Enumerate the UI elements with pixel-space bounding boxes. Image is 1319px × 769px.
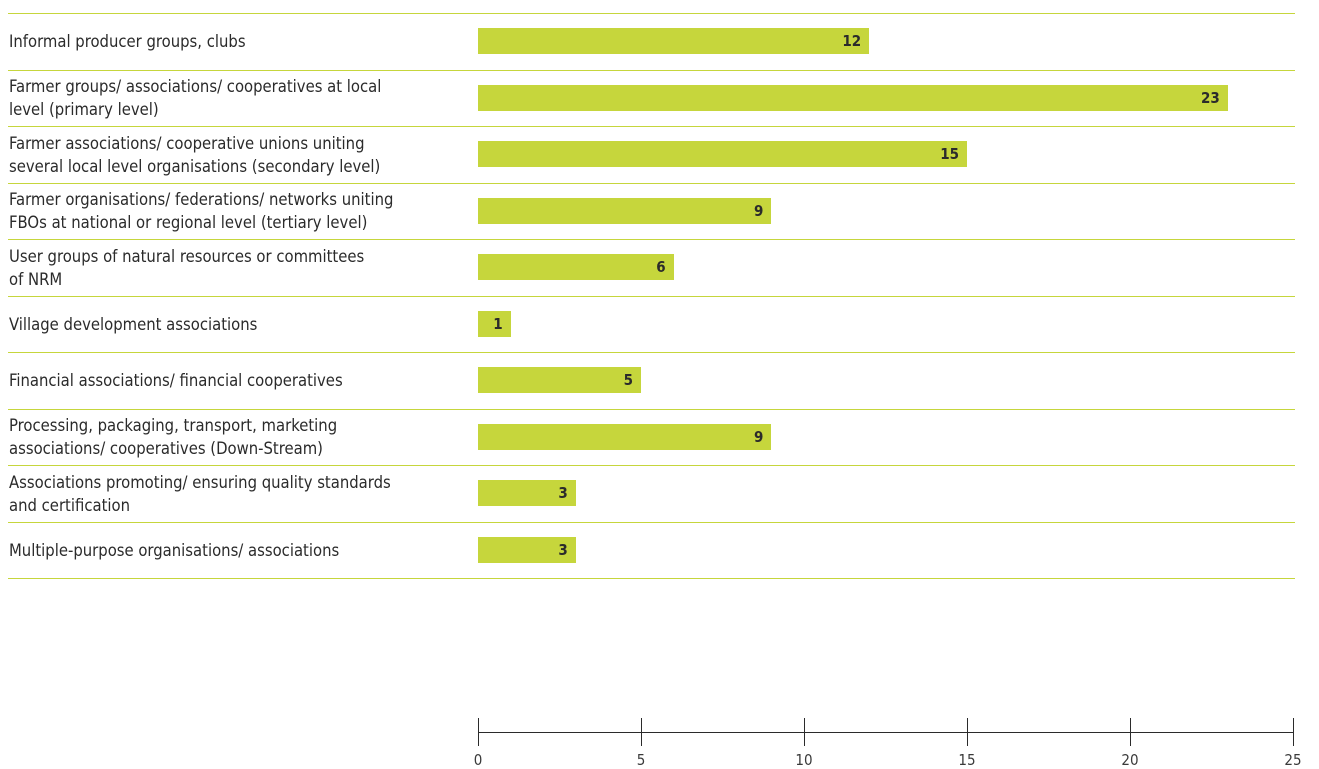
x-tick xyxy=(1293,718,1294,746)
bar: 3 xyxy=(478,480,576,506)
row-separator xyxy=(8,352,1295,353)
x-axis xyxy=(478,732,1294,733)
bar-value-label: 3 xyxy=(558,541,568,559)
x-tick-label: 25 xyxy=(1284,751,1302,769)
bar-value-label: 6 xyxy=(656,258,666,276)
x-tick xyxy=(967,718,968,746)
category-label: Farmer groups/ associations/ cooperative… xyxy=(9,77,382,120)
x-tick-label: 10 xyxy=(795,751,813,769)
category-label: Financial associations/ financial cooper… xyxy=(9,371,343,391)
bar-value-label: 9 xyxy=(754,428,764,446)
bar-value-label: 3 xyxy=(558,484,568,502)
bar-value-label: 1 xyxy=(493,315,503,333)
x-tick-label: 5 xyxy=(636,751,646,769)
category-label: Farmer organisations/ federations/ netwo… xyxy=(9,190,394,233)
bar: 3 xyxy=(478,537,576,563)
bar-value-label: 9 xyxy=(754,202,764,220)
bar: 5 xyxy=(478,367,641,393)
bar-value-label: 12 xyxy=(842,32,862,50)
bar: 12 xyxy=(478,28,870,54)
bar: 23 xyxy=(478,85,1228,111)
row-separator xyxy=(8,13,1295,14)
x-tick xyxy=(478,718,479,746)
x-tick-label: 20 xyxy=(1121,751,1139,769)
row-separator xyxy=(8,239,1295,240)
row-separator xyxy=(8,296,1295,297)
row-separator xyxy=(8,578,1295,579)
bar-value-label: 5 xyxy=(623,371,633,389)
bar: 9 xyxy=(478,424,772,450)
x-tick xyxy=(1130,718,1131,746)
category-label: Associations promoting/ ensuring quality… xyxy=(9,472,391,515)
category-label: Informal producer groups, clubs xyxy=(9,32,246,52)
row-separator xyxy=(8,465,1295,466)
x-tick xyxy=(641,718,642,746)
bar-value-label: 15 xyxy=(940,145,959,163)
category-label: Village development associations xyxy=(9,314,258,334)
bar: 1 xyxy=(478,311,511,337)
category-label: User groups of natural resources or comm… xyxy=(9,246,365,289)
bar: 15 xyxy=(478,141,967,167)
row-separator xyxy=(8,70,1295,71)
row-separator xyxy=(8,126,1295,127)
row-separator xyxy=(8,183,1295,184)
bar: 9 xyxy=(478,198,772,224)
bar-value-label: 23 xyxy=(1201,89,1220,107)
x-tick-label: 15 xyxy=(958,751,976,769)
row-separator xyxy=(8,522,1295,523)
bar: 6 xyxy=(478,254,674,280)
category-label: Multiple-purpose organisations/ associat… xyxy=(9,540,340,560)
x-tick-label: 0 xyxy=(473,751,483,769)
category-label: Processing, packaging, transport, market… xyxy=(9,416,338,459)
category-label: Farmer associations/ cooperative unions … xyxy=(9,133,381,176)
x-tick xyxy=(804,718,805,746)
row-separator xyxy=(8,409,1295,410)
